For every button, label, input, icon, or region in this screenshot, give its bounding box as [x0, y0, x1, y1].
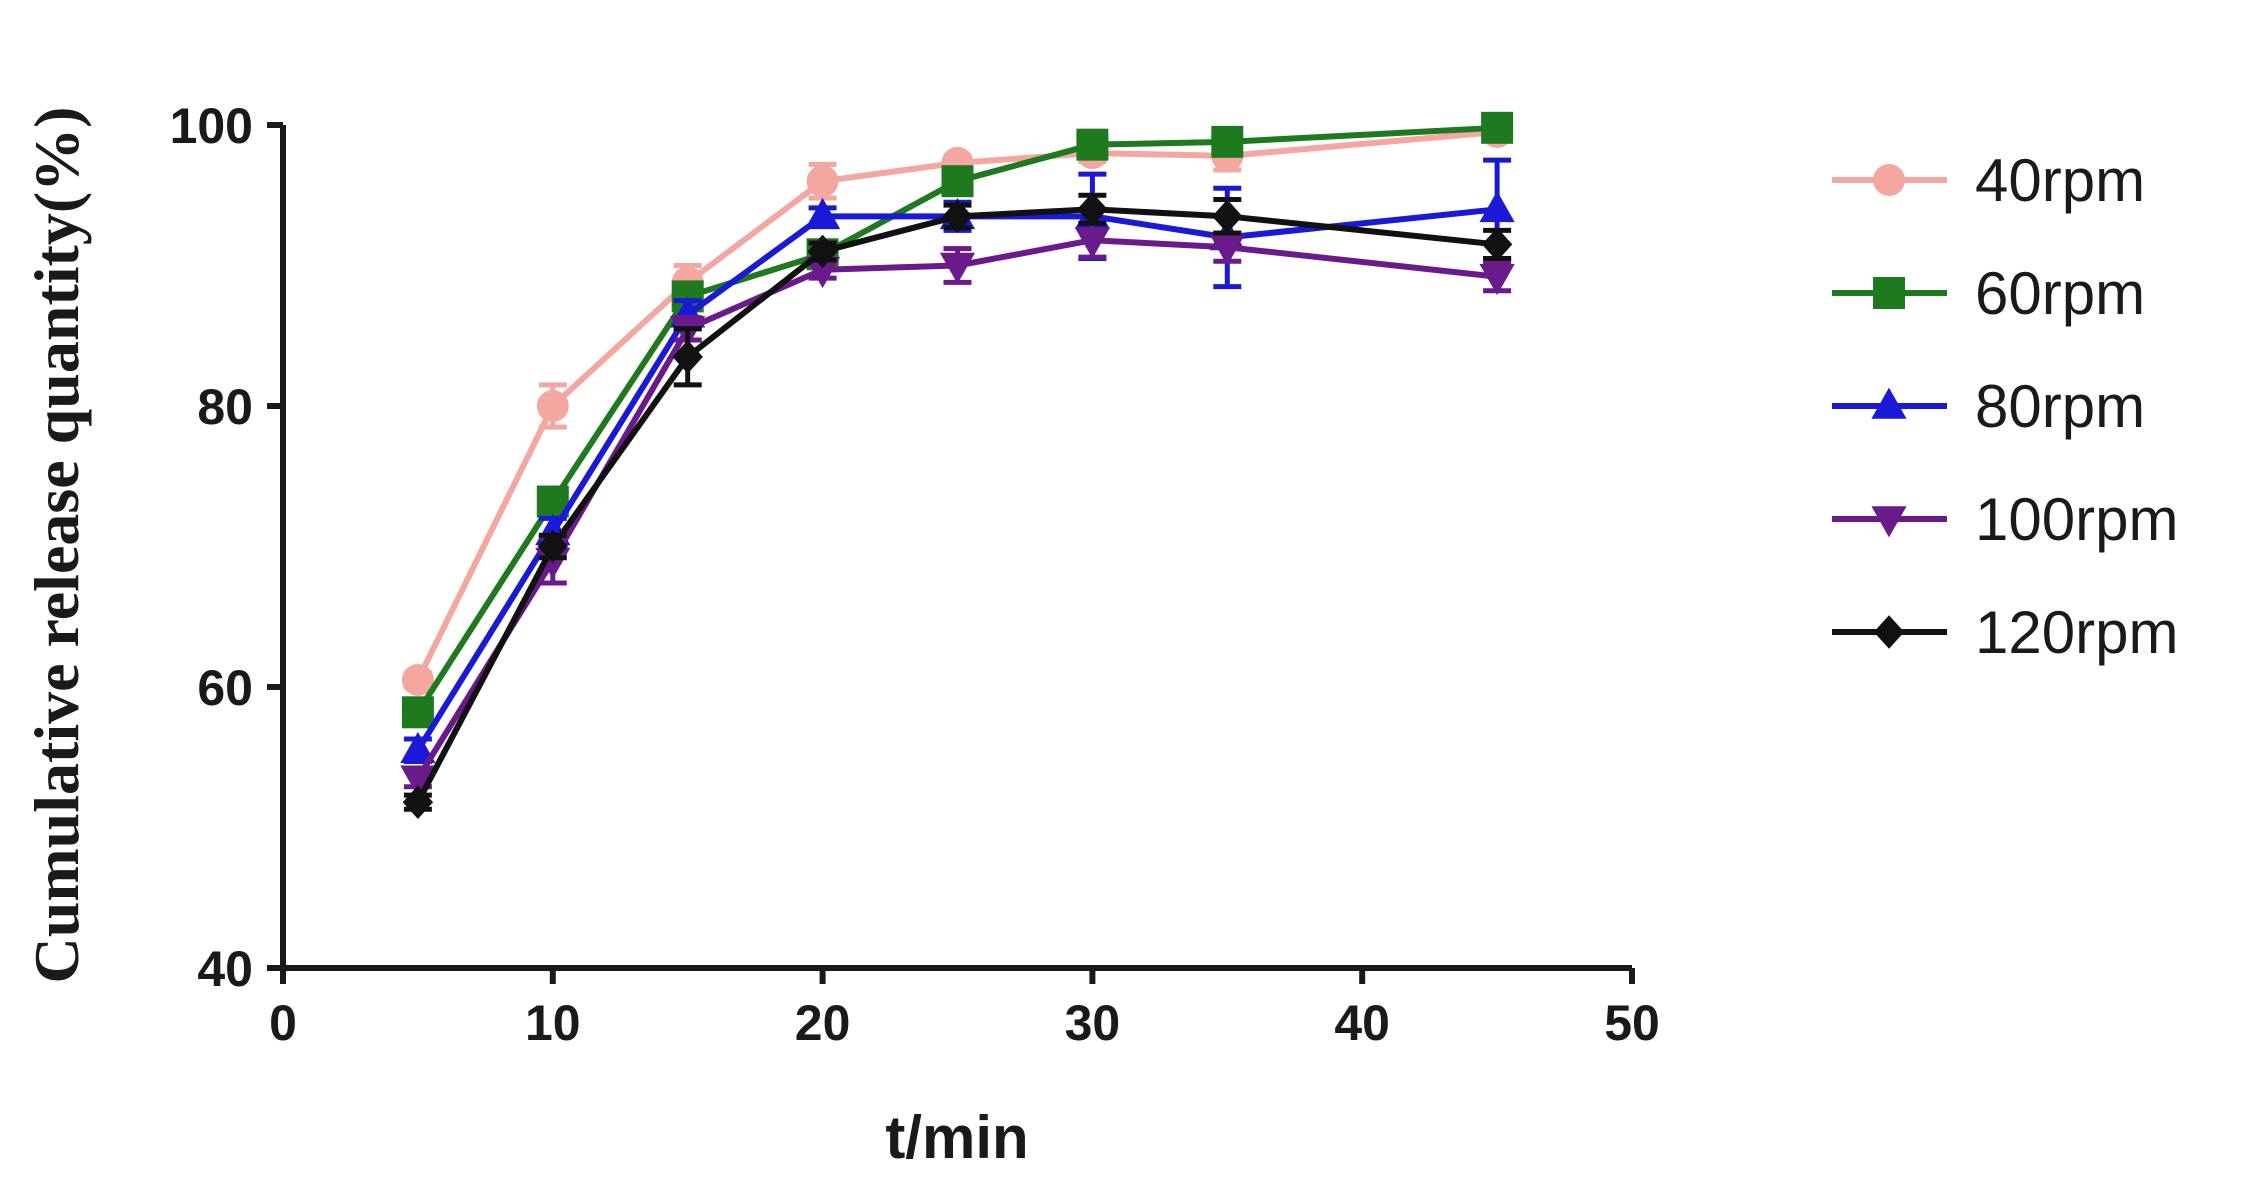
data-point: [672, 340, 703, 374]
series-line: [415, 237, 1498, 780]
data-point: [1209, 234, 1245, 266]
data-point: [1076, 128, 1109, 161]
data-point: [1479, 190, 1515, 223]
data-point: [536, 390, 569, 422]
x-tick-label: 50: [1604, 995, 1660, 1051]
data-point: [1481, 227, 1513, 262]
x-tick-label: 10: [525, 995, 581, 1051]
data-point: [1481, 111, 1514, 144]
data-point: [1212, 199, 1243, 234]
data-point: [1077, 192, 1108, 227]
legend-item-40rpm: 40rpm: [1832, 147, 2145, 214]
x-tick-label: 0: [269, 995, 297, 1051]
data-point: [1211, 125, 1244, 158]
legend: 40rpm 60rpm 80rpm 100rpm 120rpm: [1832, 147, 2178, 666]
data-point: [805, 197, 841, 230]
y-tick-label: 100: [170, 98, 253, 154]
data-point: [401, 663, 434, 696]
legend-marker: [1873, 164, 1905, 196]
legend-marker: [1873, 615, 1905, 649]
x-tick-label: 40: [1334, 995, 1390, 1051]
data-point: [1074, 227, 1110, 259]
data-point: [807, 234, 838, 269]
legend-label: 100rpm: [1975, 486, 2178, 553]
data-point: [942, 199, 973, 234]
y-tick-label: 60: [197, 660, 253, 716]
data-point: [805, 256, 841, 289]
x-tick-label: 20: [795, 995, 851, 1051]
series-line: [415, 206, 1498, 804]
data-point: [939, 252, 976, 284]
legend-item-60rpm: 60rpm: [1832, 260, 2145, 327]
legend-label: 60rpm: [1975, 260, 2145, 327]
y-tick-label: 80: [197, 379, 253, 435]
legend-label: 120rpm: [1975, 599, 2178, 666]
series-line: [415, 129, 1498, 682]
data-point: [941, 165, 974, 198]
data-point: [806, 165, 839, 198]
legend-marker: [1873, 277, 1905, 309]
legend-label: 80rpm: [1975, 373, 2145, 440]
y-axis-title: Cumulative release quantity(%): [21, 107, 92, 984]
x-axis-ticks: 0 10 20 30 40 50: [269, 968, 1660, 1051]
legend-item-100rpm: 100rpm: [1832, 486, 2178, 553]
legend-marker: [1871, 387, 1907, 419]
x-axis-title: t/min: [885, 1104, 1028, 1171]
legend-label: 40rpm: [1975, 147, 2145, 214]
data-point: [402, 785, 434, 820]
data-point: [401, 696, 434, 729]
x-tick-label: 30: [1065, 995, 1121, 1051]
series-line: [415, 206, 1498, 752]
legend-item-80rpm: 80rpm: [1832, 373, 2145, 440]
data-point: [400, 765, 436, 797]
series-120rpm: [402, 192, 1513, 820]
legend-item-120rpm: 120rpm: [1832, 599, 2178, 666]
data-point: [400, 731, 436, 764]
data-point: [537, 529, 568, 564]
y-axis-ticks: 40 60 80 100: [170, 98, 283, 997]
series-layer: [400, 111, 1515, 820]
legend-marker: [1871, 506, 1907, 538]
y-tick-label: 40: [197, 941, 253, 997]
data-point: [1479, 263, 1515, 296]
